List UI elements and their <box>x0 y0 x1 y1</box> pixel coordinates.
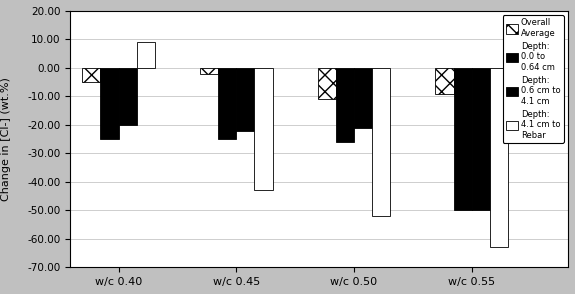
Bar <box>472 68 490 211</box>
Bar <box>454 68 471 211</box>
Bar <box>200 68 218 74</box>
Bar <box>372 68 390 216</box>
Bar <box>354 68 372 128</box>
Y-axis label: Change in [Cl-] (wt.%): Change in [Cl-] (wt.%) <box>1 77 11 201</box>
Bar <box>137 42 155 68</box>
Bar <box>336 68 354 142</box>
Bar <box>236 68 255 131</box>
Bar <box>255 68 273 191</box>
Bar <box>435 68 454 93</box>
Bar <box>218 68 236 139</box>
Bar <box>82 68 101 82</box>
Legend: Overall
Average, Depth:
0.0 to
0.64 cm, Depth:
0.6 cm to
4.1 cm, Depth:
4.1 cm t: Overall Average, Depth: 0.0 to 0.64 cm, … <box>503 15 564 143</box>
Bar <box>118 68 137 125</box>
Bar <box>101 68 118 139</box>
Bar <box>317 68 336 99</box>
Bar <box>490 68 508 247</box>
